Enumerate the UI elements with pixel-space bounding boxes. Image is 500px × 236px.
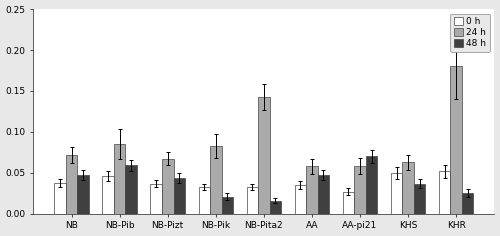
Bar — [114, 144, 126, 214]
Bar — [439, 171, 450, 214]
Bar — [462, 193, 473, 214]
Bar — [342, 192, 354, 214]
Bar — [126, 165, 137, 214]
Bar — [414, 184, 426, 214]
Bar — [150, 184, 162, 214]
Bar — [78, 175, 89, 214]
Bar — [54, 183, 66, 214]
Bar — [174, 178, 185, 214]
Bar — [198, 187, 210, 214]
Bar — [318, 175, 330, 214]
Bar — [210, 146, 222, 214]
Bar — [246, 187, 258, 214]
Bar — [270, 201, 281, 214]
Bar — [294, 185, 306, 214]
Bar — [162, 159, 173, 214]
Bar — [258, 97, 270, 214]
Bar — [222, 197, 233, 214]
Legend: 0 h, 24 h, 48 h: 0 h, 24 h, 48 h — [450, 13, 490, 52]
Bar — [366, 156, 378, 214]
Bar — [450, 66, 462, 214]
Bar — [391, 173, 402, 214]
Bar — [402, 162, 414, 214]
Bar — [306, 166, 318, 214]
Bar — [354, 166, 366, 214]
Bar — [102, 176, 114, 214]
Bar — [66, 155, 78, 214]
